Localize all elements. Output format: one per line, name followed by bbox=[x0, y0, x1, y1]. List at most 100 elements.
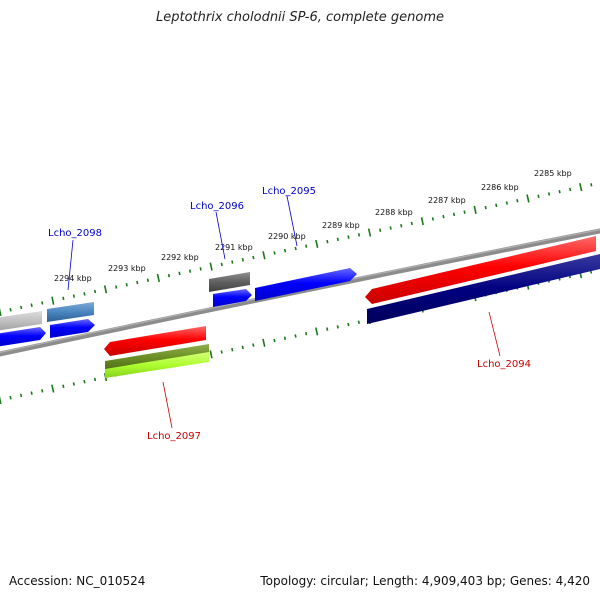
minor-tick bbox=[347, 235, 350, 239]
minor-tick bbox=[241, 345, 244, 350]
tick-label: 2294 kbp bbox=[54, 274, 92, 283]
gene-label: Lcho_2096 bbox=[190, 201, 244, 212]
feature-lime bbox=[105, 352, 209, 378]
minor-tick bbox=[30, 391, 33, 395]
major-tick bbox=[209, 262, 213, 271]
outer-tick-track bbox=[0, 183, 593, 317]
minor-tick bbox=[125, 283, 128, 287]
minor-tick bbox=[516, 199, 519, 203]
minor-tick bbox=[273, 338, 276, 343]
minor-tick bbox=[305, 331, 308, 336]
minor-tick bbox=[537, 194, 540, 198]
minor-tick bbox=[231, 347, 234, 352]
minor-tick bbox=[62, 384, 65, 388]
minor-tick bbox=[83, 292, 86, 296]
minor-tick bbox=[389, 226, 392, 230]
minor-tick bbox=[357, 233, 361, 237]
tick-label: 2287 kbp bbox=[428, 196, 466, 205]
cds-forward bbox=[50, 319, 95, 338]
minor-tick bbox=[41, 301, 44, 305]
minor-tick bbox=[283, 248, 287, 253]
minor-tick bbox=[442, 214, 445, 219]
minor-tick bbox=[347, 322, 350, 327]
major-tick bbox=[579, 183, 583, 192]
minor-tick bbox=[294, 246, 297, 251]
gene-label: Lcho_2095 bbox=[262, 186, 316, 197]
minor-tick bbox=[62, 296, 65, 301]
minor-tick bbox=[188, 269, 192, 273]
minor-tick bbox=[178, 271, 181, 276]
minor-tick bbox=[569, 187, 572, 192]
major-tick bbox=[103, 285, 108, 294]
tick-label: 2291 kbp bbox=[215, 243, 253, 252]
minor-tick bbox=[41, 389, 44, 393]
minor-tick bbox=[220, 350, 223, 354]
genome-summary-text: Topology: circular; Length: 4,909,403 bp… bbox=[260, 574, 590, 588]
minor-tick bbox=[146, 278, 149, 282]
major-tick bbox=[367, 228, 372, 237]
minor-tick bbox=[220, 262, 223, 267]
feature-olive bbox=[105, 344, 209, 371]
gene-label: Lcho_2098 bbox=[48, 228, 102, 239]
minor-tick bbox=[252, 343, 255, 347]
minor-tick bbox=[452, 212, 456, 217]
major-tick bbox=[473, 205, 477, 214]
minor-tick bbox=[167, 273, 171, 278]
tick-label: 2286 kbp bbox=[481, 183, 519, 192]
tick-label: 2293 kbp bbox=[108, 264, 146, 273]
minor-tick bbox=[273, 251, 276, 255]
minor-tick bbox=[136, 280, 139, 285]
major-tick bbox=[420, 217, 424, 226]
major-tick bbox=[262, 251, 266, 260]
minor-tick bbox=[283, 336, 287, 340]
cds-reverse bbox=[104, 326, 206, 356]
minor-tick bbox=[558, 189, 561, 194]
minor-tick bbox=[431, 217, 434, 221]
callout-line bbox=[488, 311, 501, 357]
minor-tick bbox=[9, 308, 12, 312]
feature-steel-blue bbox=[47, 302, 94, 322]
minor-tick bbox=[199, 267, 202, 271]
major-tick bbox=[315, 327, 319, 336]
minor-tick bbox=[495, 203, 498, 208]
minor-tick bbox=[357, 320, 360, 324]
major-tick bbox=[156, 273, 160, 283]
callout-line bbox=[67, 239, 74, 291]
genome-title: Leptothrix cholodnii SP-6, complete geno… bbox=[156, 10, 444, 25]
feature-dark-gray bbox=[209, 272, 250, 292]
tick-label: 2292 kbp bbox=[161, 253, 199, 262]
gene-label: Lcho_2097 bbox=[147, 431, 201, 442]
minor-tick bbox=[252, 255, 255, 260]
major-tick bbox=[315, 239, 319, 248]
minor-tick bbox=[115, 285, 118, 289]
minor-tick bbox=[241, 258, 244, 262]
minor-tick bbox=[379, 228, 382, 232]
minor-tick bbox=[72, 294, 75, 298]
minor-tick bbox=[93, 377, 97, 382]
minor-tick bbox=[9, 395, 12, 400]
minor-tick bbox=[294, 334, 297, 338]
accession-text: Accession: NC_010524 bbox=[9, 574, 146, 588]
minor-tick bbox=[463, 210, 466, 214]
minor-tick bbox=[20, 393, 23, 398]
cds-forward bbox=[0, 327, 46, 347]
minor-tick bbox=[326, 327, 329, 331]
minor-tick bbox=[484, 205, 487, 210]
major-tick bbox=[51, 384, 55, 393]
minor-tick bbox=[30, 303, 33, 307]
major-tick bbox=[0, 308, 2, 317]
tick-label: 2285 kbp bbox=[534, 169, 572, 178]
tick-label: 2288 kbp bbox=[375, 208, 413, 217]
cds-forward bbox=[255, 268, 357, 301]
minor-tick bbox=[72, 382, 75, 386]
minor-tick bbox=[93, 289, 97, 294]
feature-navy bbox=[367, 254, 600, 324]
minor-tick bbox=[336, 325, 339, 329]
minor-tick bbox=[83, 379, 86, 384]
cds-reverse bbox=[365, 236, 596, 304]
tick-label: 2289 kbp bbox=[322, 221, 360, 230]
gene-label: Lcho_2094 bbox=[477, 359, 531, 370]
major-tick bbox=[0, 396, 2, 405]
callout-line bbox=[215, 211, 226, 260]
